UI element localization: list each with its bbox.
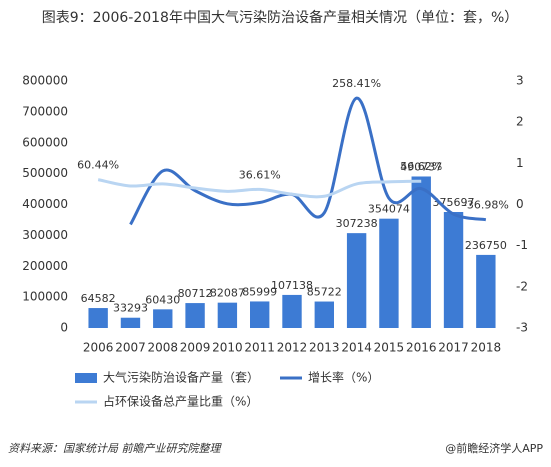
y2-tick-label: 2 [516, 115, 524, 129]
legend-label: 增长率（%） [308, 370, 379, 385]
y2-tick-label: -1 [516, 238, 528, 252]
x-tick-label: 2014 [341, 341, 372, 355]
bar-label: 82087 [210, 287, 245, 300]
bar [411, 176, 431, 328]
x-tick-label: 2006 [83, 341, 114, 355]
bar-label: 60430 [145, 293, 180, 306]
x-tick-label: 2007 [115, 341, 146, 355]
line-label: -36.98% [463, 199, 509, 212]
y-tick-label: 200000 [22, 259, 68, 273]
bar-label: 33293 [113, 302, 148, 315]
line [129, 96, 487, 226]
bar-label: 85722 [307, 286, 342, 299]
legend-label: 大气污染防治设备产量（套） [103, 370, 259, 385]
y2-tick-label: -2 [516, 279, 528, 293]
bar [120, 317, 141, 328]
bar-label: 85999 [242, 285, 277, 298]
y2-tick-label: 1 [516, 156, 524, 170]
x-tick-label: 2008 [147, 341, 178, 355]
x-tick-label: 2016 [406, 341, 437, 355]
x-tick-label: 2011 [244, 341, 275, 355]
bar [346, 233, 367, 328]
line-label: 60.44% [77, 159, 119, 172]
bar [88, 308, 108, 328]
x-tick-label: 2010 [212, 341, 243, 355]
y-tick-label: 500000 [22, 166, 68, 180]
y-tick-label: 700000 [22, 104, 68, 118]
y-tick-label: 300000 [22, 228, 68, 242]
line-label: 36.61% [239, 168, 281, 181]
bar-label: 107138 [271, 279, 313, 292]
x-tick-label: 2009 [180, 341, 211, 355]
bar [476, 254, 496, 328]
x-tick-label: 2012 [277, 341, 308, 355]
bar-label: 307238 [336, 217, 378, 230]
y2-tick-label: 3 [516, 74, 524, 88]
bar [443, 212, 464, 328]
bar [153, 309, 173, 328]
bar [250, 301, 270, 328]
credit: @前瞻经济学人APP [445, 442, 543, 455]
y-tick-label: 600000 [22, 135, 68, 149]
bar [379, 218, 399, 328]
x-tick-label: 2013 [309, 341, 340, 355]
bar [282, 294, 302, 328]
y2-tick-label: 0 [516, 197, 524, 211]
legend-label: 占环保设备总产量比重（%） [103, 394, 258, 409]
x-tick-label: 2017 [438, 341, 469, 355]
bar [185, 303, 205, 328]
x-tick-label: 2015 [374, 341, 405, 355]
y-tick-label: 0 [60, 321, 68, 335]
y-tick-label: 100000 [22, 290, 68, 304]
y-tick-label: 400000 [22, 197, 68, 211]
bar [314, 301, 334, 328]
chart-title: 图表9：2006-2018年中国大气污染防治设备产量相关情况（单位：套，%） [41, 10, 519, 26]
legend-swatch [75, 373, 97, 383]
line [97, 178, 422, 199]
bar-label: 354074 [368, 203, 410, 216]
bar-label: 80712 [178, 287, 213, 300]
x-tick-label: 2018 [471, 341, 502, 355]
y2-tick-label: -3 [516, 321, 528, 335]
bar [217, 302, 238, 328]
bar-label: 236750 [465, 239, 507, 252]
y-tick-label: 800000 [22, 74, 68, 88]
bar-label: 64582 [81, 292, 116, 305]
source: 资料来源：国家统计局 前瞻产业研究院整理 [8, 442, 221, 455]
bar-label: 490737 [400, 160, 442, 173]
line-label: 258.41% [332, 77, 381, 90]
line-label: 56.62% [400, 160, 442, 173]
